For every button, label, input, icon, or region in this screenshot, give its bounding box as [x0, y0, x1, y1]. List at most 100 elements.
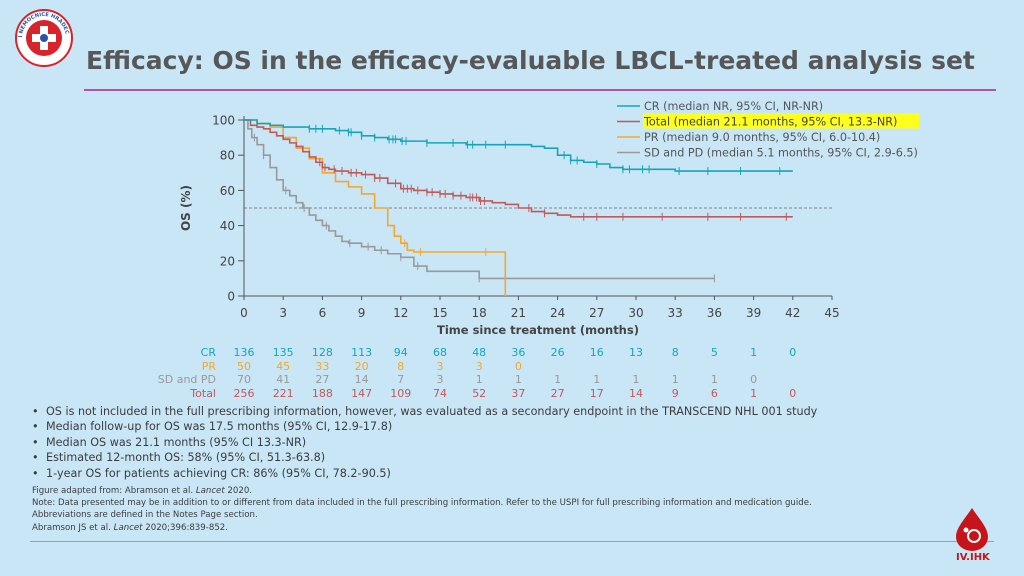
footer-divider [30, 541, 994, 542]
risk-value-cr: 0 [789, 346, 796, 359]
risk-value-cr: 128 [312, 346, 333, 359]
finding-item: OS is not included in the full prescribi… [32, 404, 817, 420]
figure-source: Figure adapted from: Abramson et al. Lan… [32, 486, 253, 496]
abbreviations-note: Abbreviations are defined in the Notes P… [32, 510, 258, 521]
risk-value-total: 147 [351, 387, 372, 400]
risk-value-total: 1 [750, 387, 757, 400]
risk-value-sd: 41 [276, 373, 290, 386]
finding-item: Median follow-up for OS was 17.5 months … [32, 419, 817, 435]
x-tick-label: 18 [472, 306, 487, 320]
risk-value-total: 188 [312, 387, 333, 400]
finding-item: Median OS was 21.1 months (95% CI 13.3-N… [32, 435, 817, 451]
risk-value-total: 6 [711, 387, 718, 400]
risk-value-cr: 13 [629, 346, 643, 359]
blood-drop-logo [956, 508, 988, 551]
risk-value-sd: 7 [397, 373, 404, 386]
x-axis-label: Time since treatment (months) [437, 323, 639, 337]
title-divider [84, 89, 996, 91]
risk-value-sd: 1 [476, 373, 483, 386]
risk-value-pr: 50 [237, 360, 251, 373]
x-tick-label: 39 [746, 306, 761, 320]
km-curve-total [244, 119, 793, 218]
x-tick-label: 0 [240, 306, 248, 320]
km-curve-sd [244, 119, 715, 280]
risk-value-total: 221 [273, 387, 294, 400]
x-tick-label: 12 [393, 306, 408, 320]
y-tick-label: 0 [227, 290, 235, 304]
x-tick-label: 45 [824, 306, 839, 320]
risk-value-cr: 16 [590, 346, 604, 359]
risk-value-sd: 1 [593, 373, 600, 386]
risk-value-total: 109 [390, 387, 411, 400]
risk-row-label-sd: SD and PD [158, 373, 216, 386]
risk-value-total: 9 [672, 387, 679, 400]
risk-row-label-pr: PR [202, 360, 217, 373]
risk-value-pr: 3 [437, 360, 444, 373]
x-tick-label: 9 [358, 306, 366, 320]
risk-value-cr: 36 [511, 346, 525, 359]
risk-value-cr: 5 [711, 346, 718, 359]
x-tick-label: 21 [511, 306, 526, 320]
risk-value-sd: 27 [315, 373, 329, 386]
risk-value-sd: 3 [437, 373, 444, 386]
risk-value-sd: 14 [355, 373, 369, 386]
y-axis-label: OS (%) [179, 185, 193, 231]
legend-label-cr: CR (median NR, 95% CI, NR-NR) [644, 100, 823, 113]
risk-value-sd: 1 [633, 373, 640, 386]
risk-value-total: 14 [629, 387, 643, 400]
x-tick-label: 3 [279, 306, 287, 320]
y-tick-label: 100 [212, 114, 235, 128]
data-note: Note: Data presented may be in addition … [32, 498, 812, 509]
risk-value-sd: 1 [672, 373, 679, 386]
x-tick-label: 33 [668, 306, 683, 320]
x-tick-label: 30 [628, 306, 643, 320]
x-tick-label: 6 [319, 306, 327, 320]
legend-label-sd: SD and PD (median 5.1 months, 95% CI, 2.… [644, 147, 918, 160]
risk-value-sd: 0 [750, 373, 757, 386]
risk-value-pr: 8 [397, 360, 404, 373]
footnotes: Figure adapted from: Abramson et al. Lan… [32, 485, 812, 534]
risk-value-cr: 94 [394, 346, 408, 359]
risk-value-sd: 70 [237, 373, 251, 386]
risk-value-pr: 3 [476, 360, 483, 373]
risk-value-pr: 20 [355, 360, 369, 373]
risk-value-total: 52 [472, 387, 486, 400]
legend-label-total: Total (median 21.1 months, 95% CI, 13.3-… [643, 116, 897, 129]
reference: Abramson JS et al. Lancet 2020;396:839-8… [32, 522, 228, 533]
risk-row-label-cr: CR [201, 346, 217, 359]
y-tick-label: 40 [220, 219, 235, 233]
finding-item: Estimated 12-month OS: 58% (95% CI, 51.3… [32, 450, 817, 466]
risk-value-total: 0 [789, 387, 796, 400]
risk-value-total: 37 [511, 387, 525, 400]
y-tick-label: 20 [220, 254, 235, 268]
risk-value-cr: 1 [750, 346, 757, 359]
risk-value-sd: 1 [515, 373, 522, 386]
risk-value-total: 74 [433, 387, 447, 400]
risk-value-cr: 113 [351, 346, 372, 359]
risk-value-total: 17 [590, 387, 604, 400]
risk-value-cr: 135 [273, 346, 294, 359]
risk-value-pr: 45 [276, 360, 290, 373]
risk-value-sd: 1 [711, 373, 718, 386]
risk-value-cr: 136 [234, 346, 255, 359]
risk-value-total: 27 [551, 387, 565, 400]
x-tick-label: 24 [550, 306, 565, 320]
risk-value-cr: 8 [672, 346, 679, 359]
risk-value-cr: 26 [551, 346, 565, 359]
finding-item: 1-year OS for patients achieving CR: 86%… [32, 466, 817, 482]
key-findings-list: OS is not included in the full prescribi… [32, 404, 817, 481]
x-tick-label: 36 [707, 306, 722, 320]
risk-value-sd: 1 [554, 373, 561, 386]
page-title: Efficacy: OS in the efficacy-evaluable L… [86, 46, 975, 75]
brand-label: IV.IHK [956, 552, 990, 563]
legend-label-pr: PR (median 9.0 months, 95% CI, 6.0-10.4) [644, 131, 880, 144]
y-tick-label: 80 [220, 149, 235, 163]
y-tick-label: 60 [220, 184, 235, 198]
hospital-logo: FAKULTNÍ NEMOCNICE HRADEC KRÁLOVÉ [14, 8, 73, 67]
x-tick-label: 15 [432, 306, 447, 320]
risk-value-cr: 48 [472, 346, 486, 359]
risk-value-pr: 33 [315, 360, 329, 373]
x-tick-label: 42 [785, 306, 800, 320]
x-tick-label: 27 [589, 306, 604, 320]
